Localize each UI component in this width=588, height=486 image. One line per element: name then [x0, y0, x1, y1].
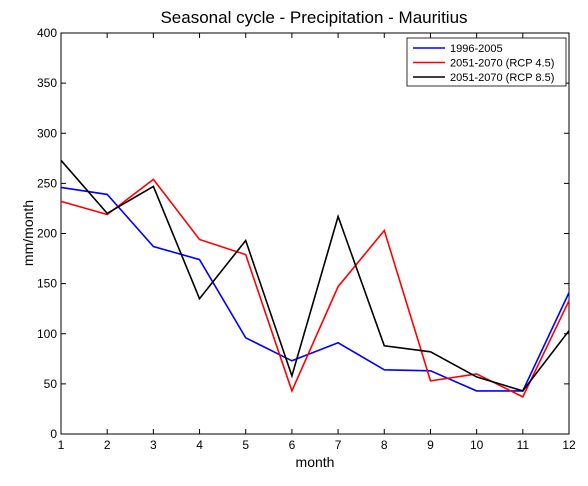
- x-tick-label: 1: [58, 438, 65, 452]
- y-tick-label: 200: [37, 227, 57, 241]
- series-line-1: [60, 186, 570, 392]
- y-axis-label: mm/month: [20, 200, 36, 266]
- plot-frame: [60, 32, 570, 435]
- legend-label-3: 2051-2070 (RCP 8.5): [450, 72, 554, 84]
- legend: 1996-2005 2051-2070 (RCP 4.5) 2051-2070 (R…: [406, 37, 567, 87]
- x-tick-label: 2: [104, 438, 111, 452]
- x-tick-label: 9: [427, 438, 434, 452]
- x-tick-label: 8: [381, 438, 388, 452]
- x-tick-label: 6: [289, 438, 296, 452]
- series-line-2: [60, 178, 570, 398]
- chart-title: Seasonal cycle - Precipitation - Mauriti…: [160, 8, 467, 27]
- y-tick-label: 0: [50, 427, 57, 441]
- x-tick-label: 12: [562, 438, 576, 452]
- x-tick-label: 7: [335, 438, 342, 452]
- y-tick-label: 100: [37, 327, 57, 341]
- x-tick-label: 4: [196, 438, 203, 452]
- x-tick-label: 11: [517, 438, 530, 452]
- y-tick-label: 300: [37, 126, 57, 140]
- y-tick-label: 150: [37, 277, 57, 291]
- series-line-3: [60, 159, 570, 392]
- legend-label-1: 1996-2005: [450, 43, 503, 55]
- x-tick-label: 10: [470, 438, 484, 452]
- y-tick-label: 50: [44, 377, 58, 391]
- y-tick-label: 250: [37, 176, 57, 190]
- y-tick-label: 350: [37, 76, 57, 90]
- y-tick-label: 400: [37, 26, 57, 40]
- legend-label-2: 2051-2070 (RCP 4.5): [450, 58, 554, 70]
- x-axis-label: month: [296, 454, 335, 470]
- x-tick-label: 5: [242, 438, 249, 452]
- x-tick-label: 3: [150, 438, 157, 452]
